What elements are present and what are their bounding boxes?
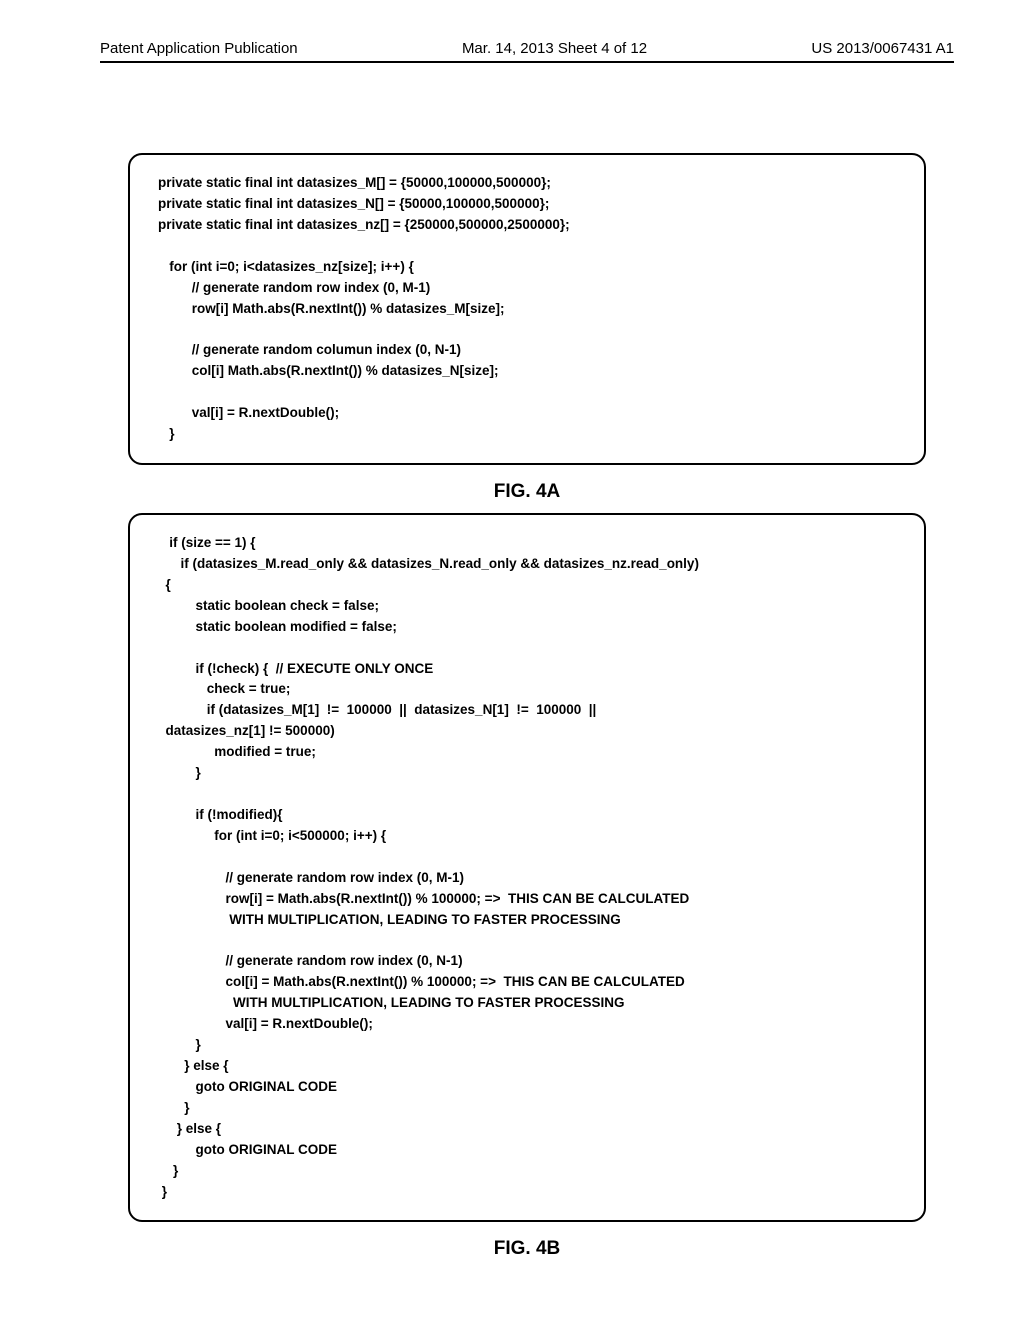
code-figure-4a: private static final int datasizes_M[] =… bbox=[128, 153, 926, 465]
header-date-sheet: Mar. 14, 2013 Sheet 4 of 12 bbox=[462, 40, 647, 57]
figure-label-4a: FIG. 4A bbox=[100, 481, 954, 503]
page-header: Patent Application Publication Mar. 14, … bbox=[100, 40, 954, 63]
code-figure-4b: if (size == 1) { if (datasizes_M.read_on… bbox=[128, 513, 926, 1223]
header-publication: Patent Application Publication bbox=[100, 40, 298, 57]
figure-label-4b: FIG. 4B bbox=[100, 1238, 954, 1260]
header-patent-number: US 2013/0067431 A1 bbox=[811, 40, 954, 57]
patent-page: Patent Application Publication Mar. 14, … bbox=[0, 0, 1024, 1320]
